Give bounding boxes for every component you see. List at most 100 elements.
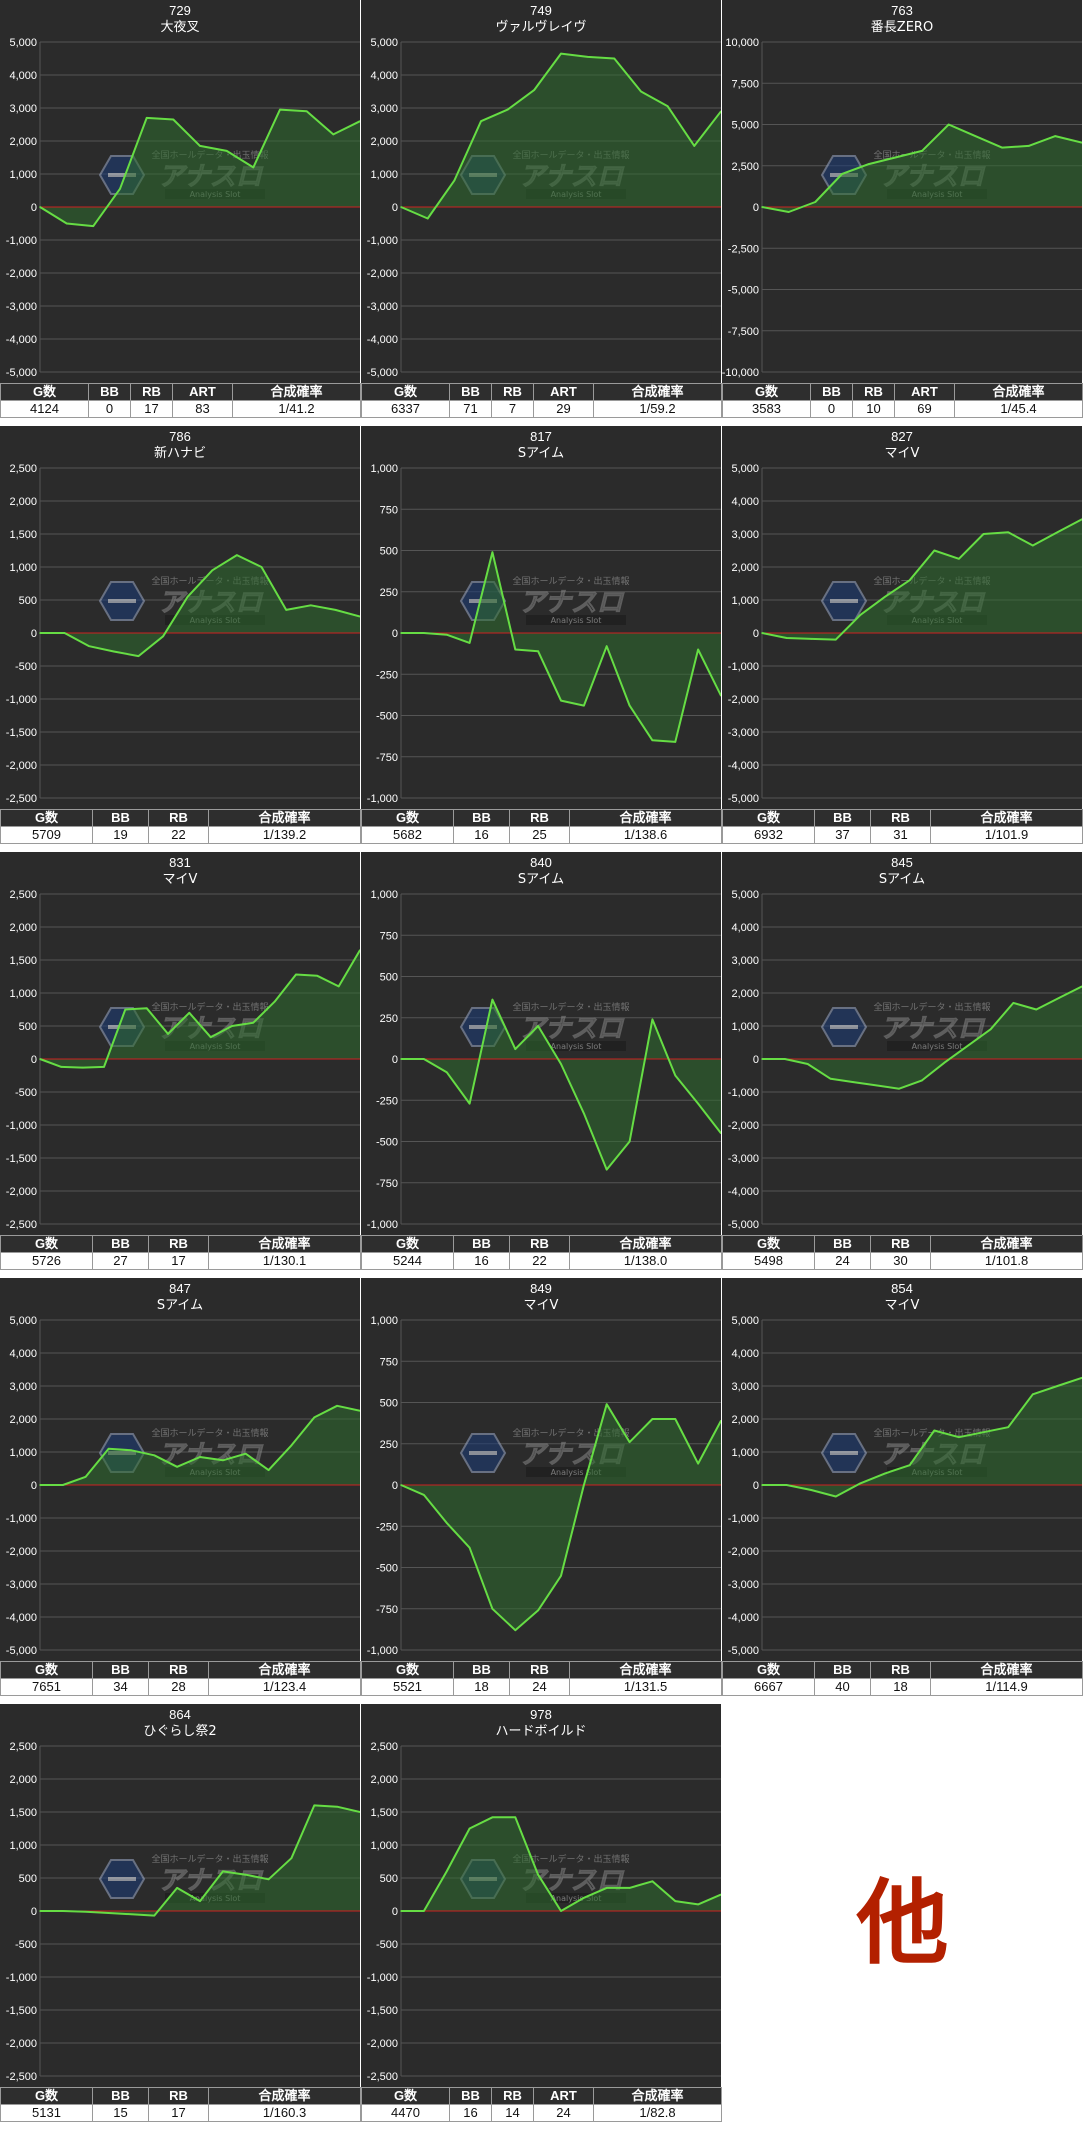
- data-point: [445, 1870, 448, 1873]
- machine-name: Sアイム: [518, 446, 564, 461]
- machine-panel: 864 ひぐらし祭2 2,500 2,000 1,500 1,000 500 0 -500 -1,…: [0, 1704, 361, 2127]
- watermark-subtext: Analysis Slot: [551, 1894, 602, 1903]
- stats-header-g: G数: [722, 1661, 815, 1679]
- data-point: [966, 1045, 969, 1047]
- stats-value-bb: 40: [814, 1678, 871, 1696]
- data-point: [336, 1805, 338, 1808]
- stats-value-bb: 34: [92, 1678, 149, 1696]
- machine-name: 新ハナビ: [154, 445, 206, 461]
- y-tick-label: -4,000: [367, 334, 398, 346]
- logo-stripe: [830, 1025, 858, 1029]
- machine-panel: 847 Sアイム 5,000 4,000 3,000 2,000 1,000 0 -1,000 -…: [0, 1278, 361, 1701]
- series-area: [762, 986, 1082, 1089]
- y-tick-label: 0: [753, 1480, 759, 1492]
- y-tick-label: 2,000: [370, 1774, 398, 1786]
- y-tick-label: 250: [380, 1013, 398, 1025]
- y-tick-label: -1,000: [367, 1645, 398, 1657]
- machine-number: 840: [530, 855, 552, 870]
- data-point: [491, 998, 494, 1001]
- series-line: [39, 949, 360, 1069]
- y-tick-label: -500: [15, 661, 37, 673]
- y-tick-label: -5,000: [728, 285, 759, 297]
- stats-header-g: G数: [361, 383, 450, 401]
- data-point: [236, 554, 238, 556]
- chart-svg: 847 Sアイム 5,000 4,000 3,000 2,000 1,000 0 -1,000 -…: [0, 1278, 360, 1661]
- machine-number: 978: [530, 1707, 552, 1722]
- y-tick-label: -1,500: [6, 1153, 37, 1165]
- stats-value-rb: 7: [491, 400, 534, 418]
- stats-header-bb: BB: [810, 383, 853, 401]
- y-tick-label: -2,500: [6, 793, 37, 805]
- data-point: [1081, 1376, 1082, 1379]
- data-point: [651, 1880, 654, 1883]
- data-point: [199, 1900, 201, 1902]
- y-tick-label: 1,500: [9, 955, 37, 967]
- data-point: [982, 1431, 985, 1433]
- y-tick-label: -4,000: [6, 334, 37, 346]
- data-point: [305, 110, 308, 113]
- data-point: [316, 975, 319, 977]
- machine-name: 番長ZERO: [871, 20, 933, 35]
- data-point: [787, 211, 790, 213]
- y-tick-label: -2,000: [6, 1186, 37, 1198]
- data-point: [1007, 1426, 1009, 1429]
- y-tick-label: 3,000: [731, 955, 759, 967]
- data-point: [468, 1827, 471, 1830]
- data-point: [1081, 141, 1082, 144]
- chart-svg: 845 Sアイム 5,000 4,000 3,000 2,000 1,000 0 -1,000 -…: [722, 852, 1082, 1235]
- data-point: [560, 699, 562, 702]
- stats-value-g: 3583: [722, 400, 811, 418]
- data-point: [60, 1066, 63, 1068]
- y-tick-label: -1,000: [728, 1087, 759, 1099]
- data-point: [810, 1489, 813, 1491]
- other-label: 他: [856, 1868, 949, 1977]
- data-point: [130, 1913, 133, 1916]
- stats-header-bb: BB: [814, 809, 871, 827]
- data-point: [720, 694, 721, 697]
- data-point: [39, 1058, 41, 1060]
- stats-value-rate: 1/45.4: [954, 400, 1083, 418]
- machine-name: マイV: [885, 446, 920, 461]
- stats-header-rb: RB: [870, 809, 931, 827]
- machine-panel: 854 マイV 5,000 4,000 3,000 2,000 1,000 0 -1,000 -2…: [722, 1278, 1083, 1701]
- y-tick-label: 5,000: [9, 37, 37, 49]
- machine-number: 827: [891, 429, 913, 444]
- data-point: [309, 604, 312, 607]
- chart-svg: 840 Sアイム 1,000 750 500 250 0 -250 -500 -750 -1,000…: [361, 852, 721, 1235]
- data-point: [785, 637, 788, 639]
- watermark-band: [526, 1893, 626, 1903]
- y-tick-label: 2,000: [731, 1414, 759, 1426]
- stats-header-bb: BB: [814, 1661, 871, 1679]
- y-tick-label: -1,000: [6, 1972, 37, 1984]
- y-tick-label: -750: [376, 1178, 398, 1190]
- watermark-brand: アナスロ: [880, 1014, 985, 1044]
- data-point: [167, 1033, 169, 1035]
- y-tick-label: 0: [392, 202, 398, 214]
- data-point: [1031, 544, 1034, 547]
- y-tick-label: 1,000: [9, 988, 37, 1000]
- series-area: [401, 999, 721, 1170]
- stats-table: G数 BB RB 合成確率 5498 24 30 1/101.8: [722, 1235, 1083, 1270]
- data-point: [130, 1449, 133, 1452]
- stats-header-g: G数: [361, 1661, 454, 1679]
- data-point: [806, 1063, 809, 1065]
- data-point: [1081, 518, 1082, 520]
- data-point: [560, 1574, 562, 1577]
- series-area: [762, 124, 1082, 212]
- data-point: [423, 1494, 425, 1496]
- chart-svg: 854 マイV 5,000 4,000 3,000 2,000 1,000 0 -1,000 -2…: [722, 1278, 1082, 1661]
- data-point: [693, 145, 696, 147]
- data-point: [720, 1419, 721, 1422]
- y-tick-label: 1,500: [370, 1807, 398, 1819]
- stats-header-g: G数: [361, 809, 454, 827]
- stats-header-g: G数: [0, 383, 89, 401]
- y-tick-label: -500: [376, 1939, 398, 1951]
- data-point: [209, 1036, 212, 1039]
- y-tick-label: 2,000: [9, 496, 37, 508]
- data-point: [400, 1058, 402, 1060]
- logo-stripe: [108, 173, 136, 177]
- y-tick-label: 1,000: [731, 595, 759, 607]
- watermark-band: [887, 1041, 987, 1051]
- y-tick-label: 2,000: [370, 136, 398, 148]
- stats-header-rb: RB: [509, 809, 570, 827]
